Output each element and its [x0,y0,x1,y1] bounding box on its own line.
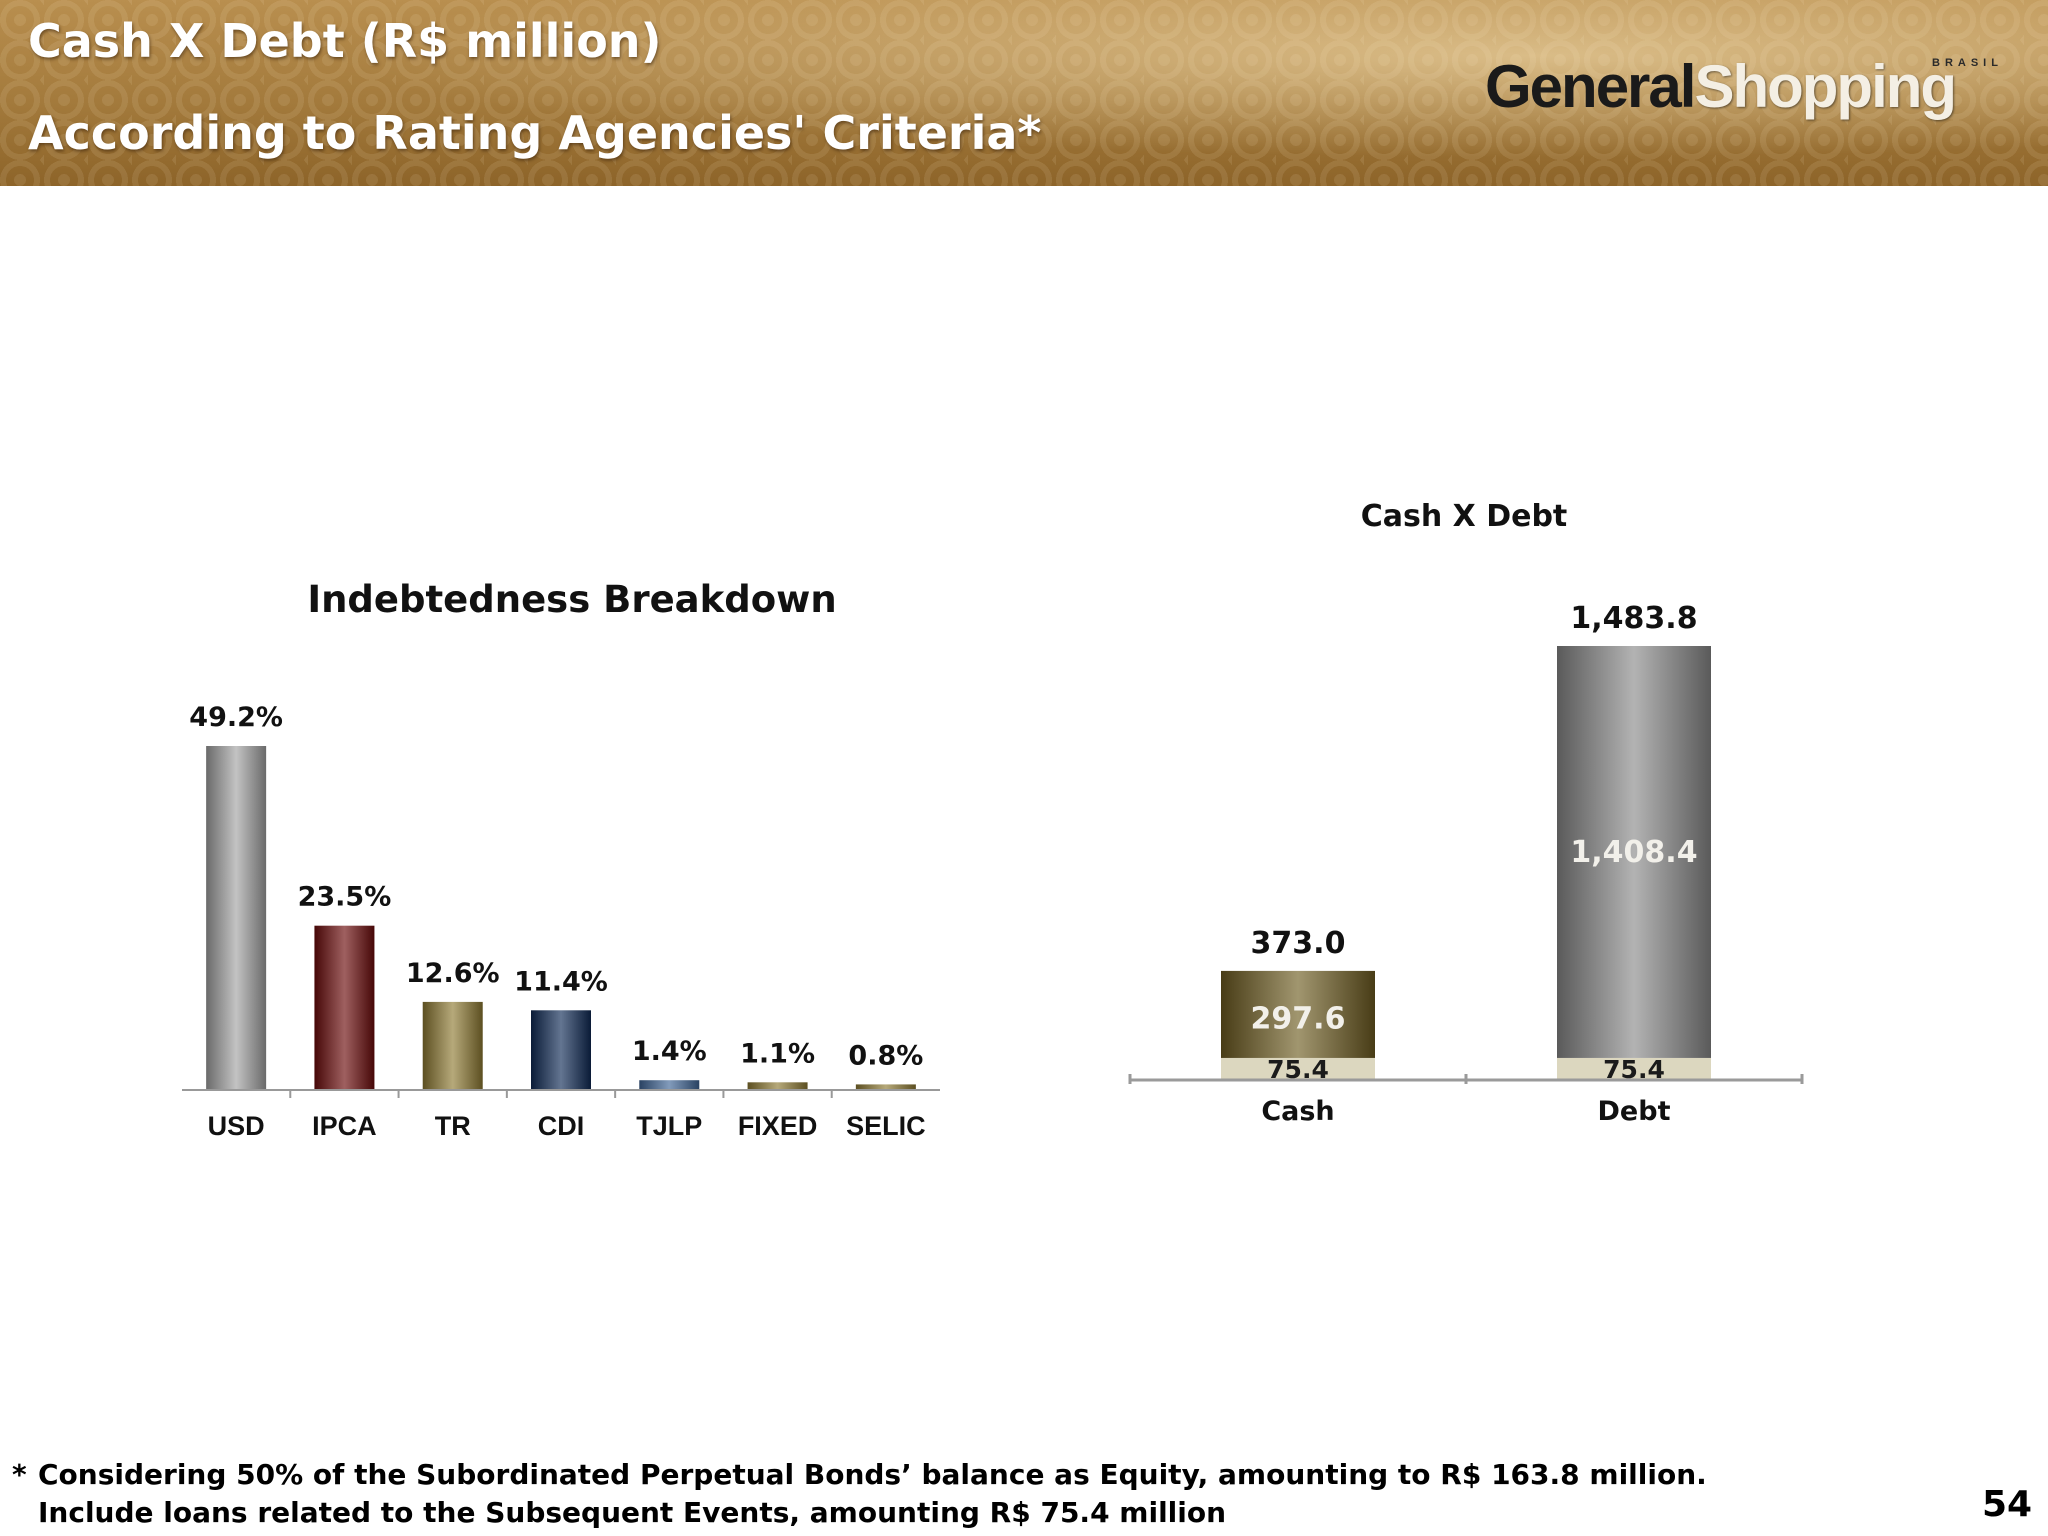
company-logo: GeneralShopping [1485,52,1957,121]
cash-debt-segment-cash [1221,1057,1375,1080]
footnote: * Considering 50% of the Subordinated Per… [12,1456,1707,1532]
logo-country-text: BRASIL [1932,57,2003,69]
footnote-line-1: * Considering 50% of the Subordinated Per… [12,1456,1707,1494]
breakdown-category-label: TJLP [636,1111,702,1141]
cash-debt-segment-debt [1557,1057,1711,1080]
breakdown-category-label: IPCA [312,1111,377,1141]
cash-debt-category-label: Debt [1598,1096,1671,1127]
breakdown-bar-tjlp [639,1080,700,1090]
breakdown-value-label: 1.4% [632,1036,707,1067]
cash-debt-category-label: Cash [1261,1096,1334,1127]
breakdown-category-label: SELIC [846,1111,926,1141]
breakdown-value-label: 11.4% [514,966,608,997]
footnote-marker: * [12,1458,27,1491]
header-banner: Cash X Debt (R$ million) According to Ra… [0,0,2048,186]
breakdown-category-label: TR [435,1111,471,1141]
cash-debt-segment-label: 1,408.4 [1570,835,1697,870]
cash-debt-segment-debt [1557,646,1711,1058]
breakdown-value-label: 23.5% [298,882,392,913]
breakdown-category-label: CDI [538,1111,585,1141]
cash-debt-chart-title: Cash X Debt [1361,499,1568,534]
header-pattern [0,0,2048,186]
breakdown-value-label: 1.1% [740,1038,815,1069]
logo-accent-text: Shopping [1694,53,1957,120]
breakdown-category-label: FIXED [738,1111,818,1141]
cash-debt-segment-cash [1221,970,1375,1058]
breakdown-bar-selic [855,1084,916,1090]
breakdown-chart-title: Indebtedness Breakdown [307,578,836,621]
breakdown-bar-usd [206,746,267,1090]
breakdown-category-label: USD [208,1111,265,1141]
breakdown-value-label: 49.2% [189,702,283,733]
footnote-text-2: Include loans related to the Subsequent … [38,1496,1227,1529]
breakdown-value-label: 0.8% [848,1040,923,1071]
breakdown-value-label: 12.6% [406,958,500,989]
breakdown-bar-fixed [747,1082,808,1090]
breakdown-bar-cdi [531,1010,591,1090]
breakdown-bar-tr [422,1001,483,1090]
page-number: 54 [1982,1484,2033,1525]
breakdown-bar-ipca [314,925,375,1090]
cash-debt-total-label: 373.0 [1251,926,1346,961]
page-title: Cash X Debt (R$ million) [28,14,662,68]
footnote-text-1: Considering 50% of the Subordinated Perp… [38,1458,1707,1491]
cash-debt-segment-label: 297.6 [1251,1001,1346,1036]
cash-debt-total-label: 1,483.8 [1570,601,1697,636]
logo-main-text: General [1485,53,1696,120]
page-subtitle: According to Rating Agencies' Criteria* [28,106,1042,160]
